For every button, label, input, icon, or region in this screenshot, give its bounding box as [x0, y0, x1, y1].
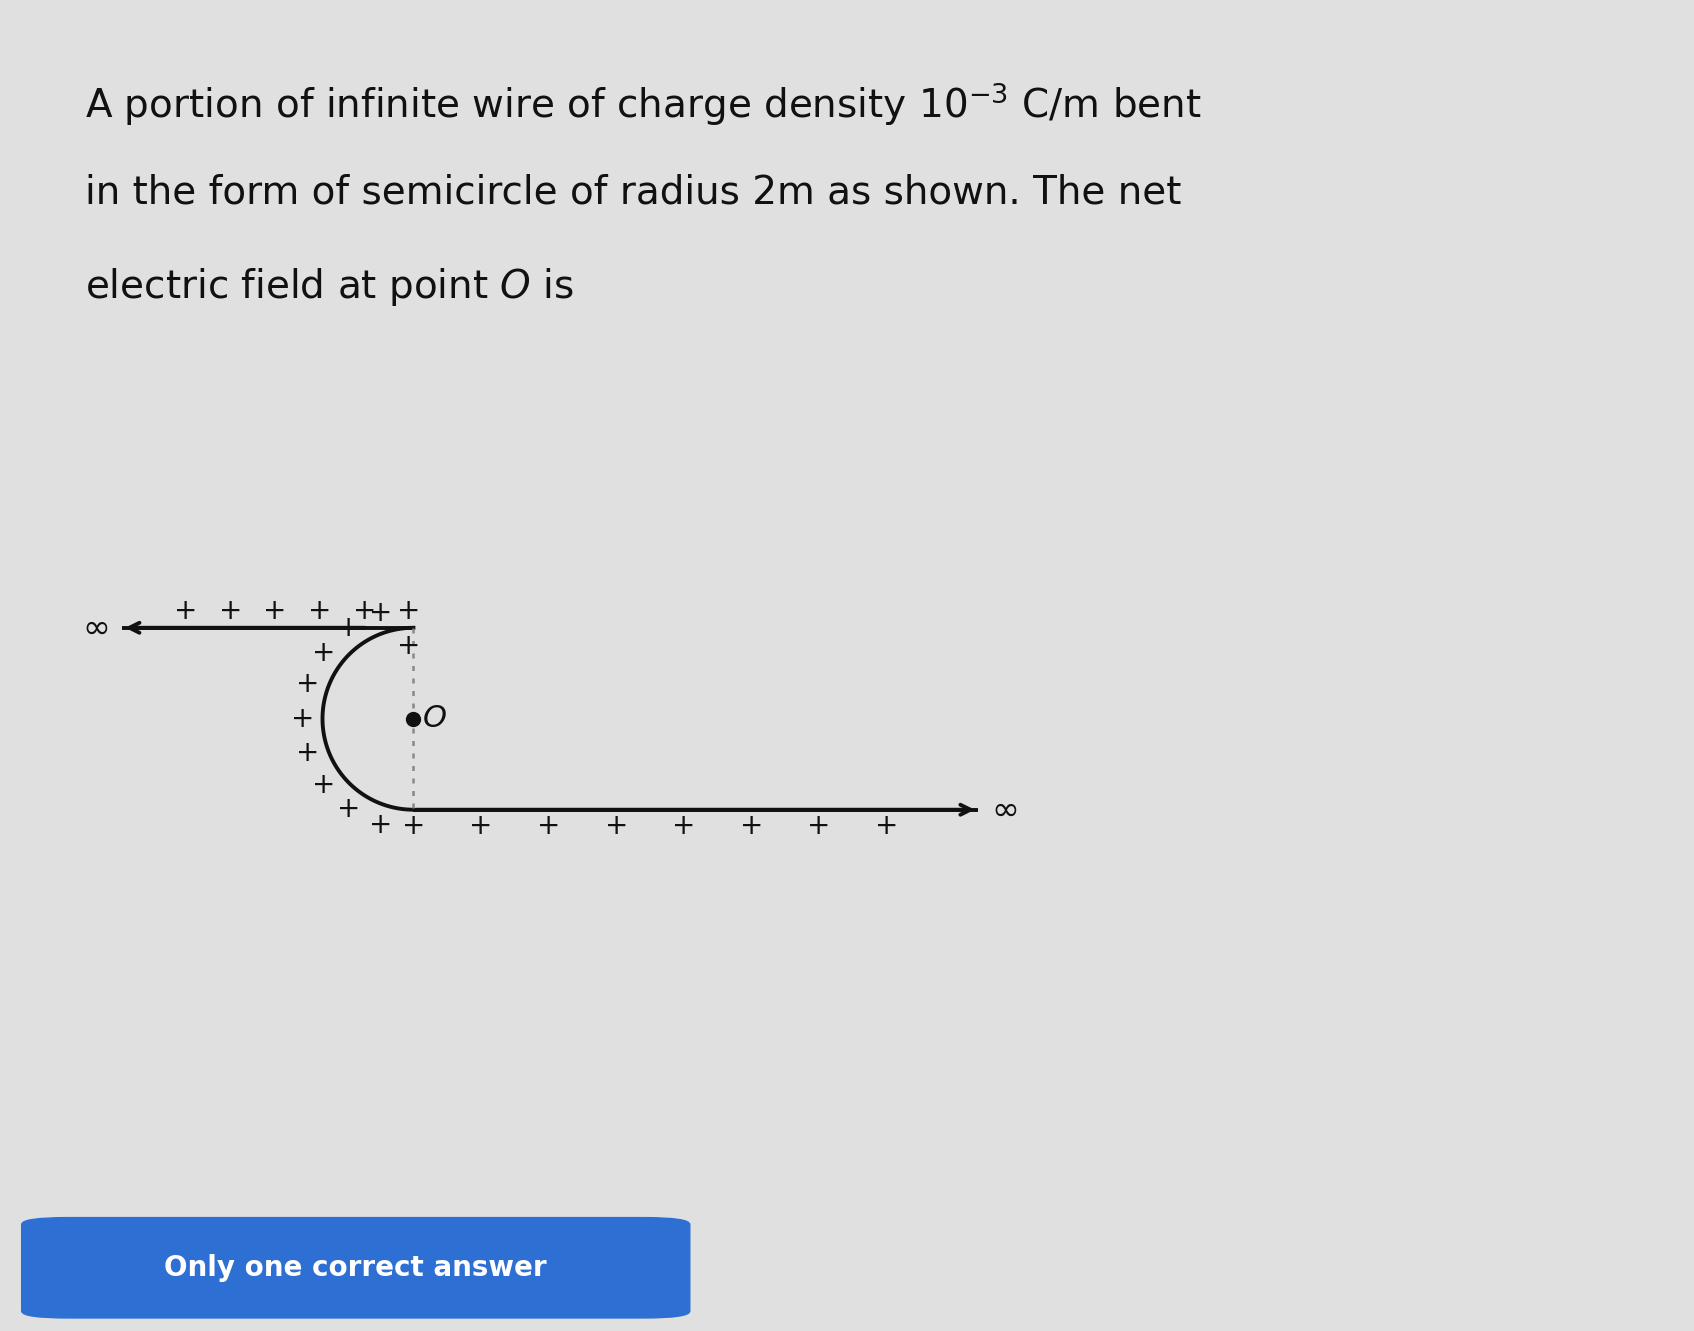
Text: +: + [396, 632, 420, 660]
Text: +: + [337, 615, 361, 643]
Text: +: + [469, 812, 493, 840]
FancyBboxPatch shape [22, 1218, 689, 1318]
Text: +: + [352, 598, 376, 626]
Text: +: + [396, 598, 420, 626]
Text: +: + [312, 771, 335, 799]
Text: in the form of semicircle of radius 2m as shown. The net: in the form of semicircle of radius 2m a… [85, 173, 1181, 212]
Text: +: + [369, 811, 393, 839]
Text: +: + [264, 598, 286, 626]
Text: $\it{O}$: $\it{O}$ [422, 704, 447, 733]
Text: +: + [808, 812, 830, 840]
Text: +: + [337, 795, 361, 823]
Text: +: + [296, 740, 320, 768]
Text: electric field at point $\it{O}$ is: electric field at point $\it{O}$ is [85, 266, 574, 309]
Text: $\infty$: $\infty$ [83, 611, 108, 644]
Text: +: + [673, 812, 696, 840]
Text: +: + [369, 599, 393, 627]
Text: +: + [308, 598, 332, 626]
Text: +: + [312, 639, 335, 667]
Text: +: + [219, 598, 242, 626]
Text: Only one correct answer: Only one correct answer [164, 1254, 547, 1282]
Text: +: + [291, 704, 313, 733]
Text: +: + [537, 812, 561, 840]
Text: +: + [174, 598, 198, 626]
Text: +: + [740, 812, 762, 840]
Text: +: + [296, 669, 320, 697]
Text: $\infty$: $\infty$ [991, 793, 1018, 827]
Text: A portion of infinite wire of charge density 10$^{-3}$ C/m bent: A portion of infinite wire of charge den… [85, 80, 1201, 128]
Text: +: + [874, 812, 898, 840]
Text: +: + [401, 812, 425, 840]
Text: +: + [605, 812, 628, 840]
